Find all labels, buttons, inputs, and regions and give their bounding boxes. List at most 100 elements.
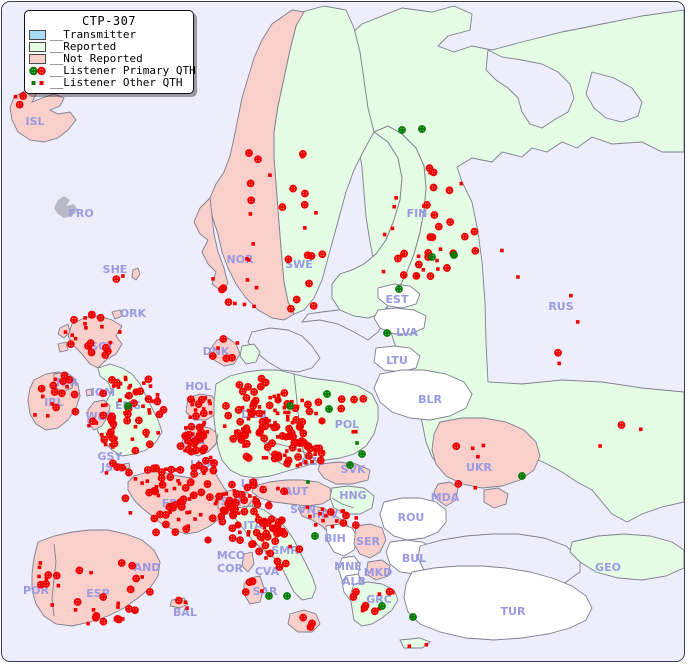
listener-primary-qth-marker[interactable] (150, 514, 159, 523)
listener-primary-qth-marker[interactable] (430, 211, 439, 219)
listener-primary-qth-marker[interactable] (144, 395, 153, 403)
listener-other-qth-marker[interactable] (334, 519, 339, 523)
listener-primary-qth-marker[interactable] (256, 382, 265, 391)
listener-primary-qth-marker[interactable] (71, 407, 80, 416)
listener-other-qth-marker[interactable] (261, 455, 266, 460)
listener-other-qth-marker[interactable] (53, 377, 58, 382)
listener-other-qth-marker[interactable] (205, 430, 210, 434)
listener-other-qth-marker[interactable] (84, 326, 88, 330)
listener-primary-qth-marker[interactable] (75, 566, 84, 575)
listener-primary-qth-marker[interactable] (181, 483, 190, 492)
listener-other-qth-marker[interactable] (150, 399, 155, 404)
listener-other-qth-marker[interactable] (147, 408, 151, 412)
listener-primary-qth-marker[interactable] (224, 298, 233, 307)
listener-primary-qth-marker[interactable] (220, 507, 229, 516)
listener-primary-qth-marker[interactable] (300, 189, 309, 198)
listener-other-qth-marker[interactable] (140, 481, 144, 485)
listener-primary-qth-marker[interactable] (195, 461, 203, 470)
listener-other-qth-marker[interactable] (183, 448, 187, 453)
listener-other-qth-marker[interactable] (142, 381, 146, 385)
listener-other-qth-marker[interactable] (377, 606, 381, 611)
listener-other-qth-marker[interactable] (183, 600, 188, 605)
listener-other-qth-marker[interactable] (321, 518, 325, 523)
listener-primary-qth-marker[interactable] (101, 343, 110, 352)
listener-primary-qth-marker[interactable] (125, 604, 133, 613)
listener-primary-qth-marker[interactable] (434, 222, 443, 231)
listener-other-qth-marker[interactable] (320, 507, 325, 512)
listener-other-qth-marker[interactable] (116, 601, 121, 606)
listener-other-qth-marker[interactable] (132, 610, 137, 614)
listener-primary-qth-marker[interactable] (284, 255, 293, 264)
listener-primary-qth-marker-reported[interactable] (265, 592, 273, 600)
listener-primary-qth-marker[interactable] (108, 433, 116, 442)
listener-primary-qth-marker-reported[interactable] (518, 472, 526, 480)
listener-other-qth-marker[interactable] (123, 375, 128, 380)
listener-primary-qth-marker[interactable] (151, 487, 160, 496)
listener-primary-qth-marker[interactable] (70, 315, 78, 324)
listener-other-qth-marker[interactable] (422, 204, 426, 208)
listener-other-qth-marker[interactable] (268, 395, 272, 400)
listener-other-qth-marker[interactable] (88, 346, 93, 350)
listener-other-qth-marker[interactable] (407, 644, 412, 648)
listener-other-qth-marker[interactable] (163, 467, 168, 472)
listener-primary-qth-marker[interactable] (107, 417, 116, 425)
listener-primary-qth-marker[interactable] (166, 473, 175, 482)
listener-primary-qth-marker[interactable] (241, 588, 250, 596)
listener-primary-qth-marker[interactable] (337, 404, 346, 413)
listener-other-qth-marker-reported[interactable] (355, 441, 359, 445)
listener-primary-qth-marker[interactable] (144, 375, 153, 384)
listener-primary-qth-marker[interactable] (176, 442, 185, 450)
listener-other-qth-marker[interactable] (56, 583, 61, 588)
listener-other-qth-marker[interactable] (297, 448, 302, 453)
listener-other-qth-marker[interactable] (198, 512, 203, 517)
listener-primary-qth-marker[interactable] (255, 547, 263, 556)
listener-primary-qth-marker[interactable] (219, 284, 228, 293)
listener-other-qth-marker[interactable] (111, 425, 116, 430)
listener-primary-qth-marker[interactable] (252, 528, 261, 537)
listener-primary-qth-marker[interactable] (350, 395, 358, 404)
listener-other-qth-marker[interactable] (321, 450, 326, 454)
listener-other-qth-marker[interactable] (155, 392, 160, 397)
listener-primary-qth-marker[interactable] (73, 598, 82, 606)
listener-other-qth-marker[interactable] (117, 330, 122, 334)
listener-primary-qth-marker[interactable] (273, 521, 282, 530)
listener-other-qth-marker[interactable] (208, 401, 212, 406)
listener-other-qth-marker[interactable] (116, 605, 120, 609)
listener-other-qth-marker[interactable] (481, 443, 486, 448)
listener-primary-qth-marker[interactable] (210, 459, 219, 467)
listener-primary-qth-marker[interactable] (215, 492, 223, 501)
listener-primary-qth-marker[interactable] (171, 528, 180, 537)
listener-other-qth-marker[interactable] (308, 514, 312, 519)
listener-primary-qth-marker[interactable] (253, 500, 262, 509)
listener-primary-qth-marker[interactable] (228, 480, 236, 489)
listener-other-qth-marker[interactable] (104, 403, 108, 407)
listener-other-qth-marker[interactable] (638, 427, 643, 432)
listener-primary-qth-marker[interactable] (228, 524, 237, 533)
listener-primary-qth-marker[interactable] (209, 466, 218, 475)
listener-primary-qth-marker[interactable] (208, 514, 217, 523)
listener-other-qth-marker[interactable] (164, 488, 169, 493)
listener-primary-qth-marker[interactable] (222, 402, 230, 410)
listener-other-qth-marker[interactable] (303, 459, 308, 464)
listener-primary-qth-marker[interactable] (296, 422, 305, 431)
listener-other-qth-marker[interactable] (314, 211, 318, 215)
listener-primary-qth-marker[interactable] (245, 149, 253, 157)
listener-other-qth-marker[interactable] (264, 556, 268, 560)
listener-primary-qth-marker-reported[interactable] (124, 402, 132, 410)
listener-other-qth-marker[interactable] (90, 351, 95, 356)
listener-primary-qth-marker[interactable] (287, 304, 295, 313)
listener-other-qth-marker[interactable] (208, 455, 213, 460)
listener-primary-qth-marker[interactable] (60, 371, 69, 380)
listener-primary-qth-marker[interactable] (278, 203, 287, 211)
listener-primary-qth-marker[interactable] (143, 466, 152, 474)
listener-primary-qth-marker[interactable] (262, 529, 271, 538)
listener-primary-qth-marker[interactable] (52, 403, 61, 412)
listener-other-qth-marker[interactable] (230, 508, 234, 513)
listener-primary-qth-marker[interactable] (260, 434, 269, 443)
listener-primary-qth-marker[interactable] (236, 536, 244, 545)
listener-primary-qth-marker[interactable] (424, 248, 433, 257)
listener-primary-qth-marker[interactable] (132, 574, 141, 583)
listener-other-qth-marker[interactable] (282, 405, 287, 410)
listener-primary-qth-marker-reported[interactable] (323, 390, 331, 398)
listener-other-qth-marker[interactable] (193, 408, 198, 412)
